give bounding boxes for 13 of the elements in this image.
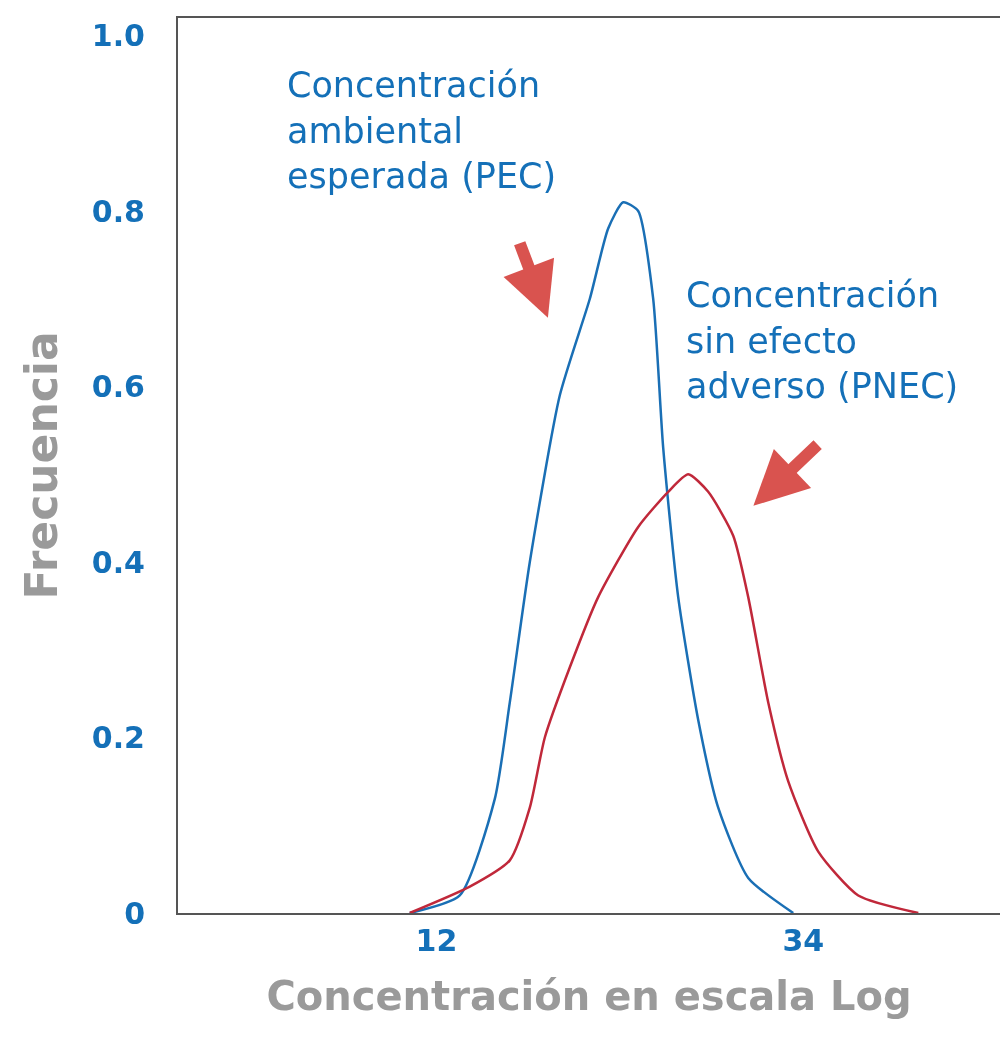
- y-tick-label: 0.4: [91, 544, 145, 580]
- y-tick-label: 0.6: [91, 369, 145, 405]
- line-series: [408, 473, 920, 913]
- annotation: Concentración sin efecto adverso (PNEC): [686, 275, 959, 406]
- x-tick-label: 34: [782, 923, 825, 958]
- x-tick-label: 12: [415, 923, 458, 958]
- y-tick-label: 0.2: [91, 720, 145, 756]
- y-tick-label: 0.8: [91, 193, 145, 229]
- y-tick-label: 0: [124, 895, 145, 931]
- y-axis-title: Frecuencia: [16, 331, 68, 600]
- x-axis-title: Concentración en escala Log: [266, 973, 912, 1019]
- y-tick-label: 1.0: [91, 18, 145, 54]
- annotation: Concentración ambiental esperada (PEC): [287, 65, 557, 196]
